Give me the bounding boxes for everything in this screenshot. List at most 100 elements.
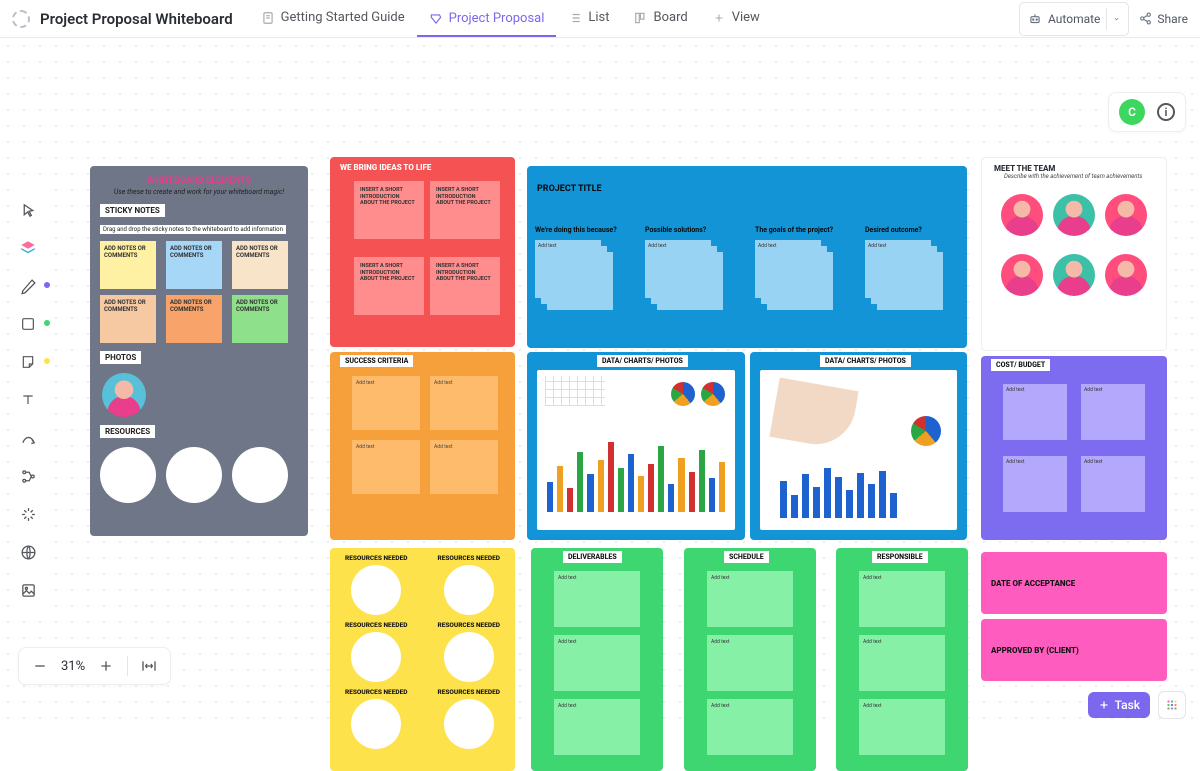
label: RESOURCES NEEDED bbox=[438, 621, 500, 629]
panel-cost-budget[interactable]: COST/ BUDGET Add text Add text Add text … bbox=[981, 356, 1167, 540]
sticky-note[interactable]: ADD NOTES OR COMMENTS bbox=[100, 295, 156, 343]
panel-success-criteria[interactable]: SUCCESS CRITERIA Add text Add text Add t… bbox=[330, 352, 515, 540]
panel-schedule[interactable]: SCHEDULE Add text Add text Add text bbox=[684, 548, 816, 771]
sticky-note[interactable]: Add text bbox=[352, 440, 420, 494]
panel-meet-team[interactable]: MEET THE TEAM Describe with the achievem… bbox=[981, 157, 1167, 351]
team-avatar[interactable] bbox=[1053, 254, 1095, 296]
panel-project-title[interactable]: PROJECT TITLE We're doing this because? … bbox=[527, 166, 967, 348]
panel-data-charts-1[interactable]: DATA/ CHARTS/ PHOTOS bbox=[527, 352, 745, 540]
relation-tool[interactable] bbox=[18, 466, 38, 486]
resource-circle[interactable] bbox=[351, 632, 401, 682]
tab-board[interactable]: Board bbox=[622, 1, 700, 37]
sticky-note[interactable]: Add text bbox=[707, 635, 793, 691]
tab-getting-started[interactable]: Getting Started Guide bbox=[249, 1, 417, 37]
new-task-button[interactable]: Task bbox=[1088, 692, 1150, 718]
panel-resources-needed[interactable]: RESOURCES NEEDED RESOURCES NEEDED RESOUR… bbox=[330, 548, 515, 771]
column-header: Desired outcome? bbox=[865, 226, 965, 234]
sticky-note[interactable]: Add text bbox=[859, 699, 945, 755]
apps-button[interactable] bbox=[1158, 691, 1186, 719]
zoom-out-button[interactable] bbox=[31, 657, 49, 675]
tab-list[interactable]: List bbox=[556, 1, 621, 37]
layers-tool[interactable] bbox=[18, 238, 38, 258]
panel-responsible[interactable]: RESPONSIBLE Add text Add text Add text bbox=[836, 548, 968, 771]
zoom-in-button[interactable] bbox=[97, 657, 115, 675]
sticky-note[interactable]: INSERT A SHORT INTRODUCTION ABOUT THE PR… bbox=[354, 257, 424, 315]
sticky-note[interactable]: INSERT A SHORT INTRODUCTION ABOUT THE PR… bbox=[354, 181, 424, 239]
panel-approved-by[interactable]: APPROVED BY (CLIENT) bbox=[981, 619, 1167, 681]
sticky-note[interactable]: Add text bbox=[1003, 456, 1067, 512]
sticky-note[interactable]: Add text bbox=[859, 571, 945, 627]
panel-date-acceptance[interactable]: DATE OF ACCEPTANCE bbox=[981, 552, 1167, 614]
team-avatar[interactable] bbox=[1001, 254, 1043, 296]
sticky-note[interactable]: Add text bbox=[554, 699, 640, 755]
image-tool[interactable] bbox=[18, 580, 38, 600]
sticky-note[interactable]: Add text bbox=[554, 635, 640, 691]
user-avatar[interactable]: C bbox=[1119, 99, 1145, 125]
panel-deliverables[interactable]: DELIVERABLES Add text Add text Add text bbox=[531, 548, 663, 771]
panel-title: MEET THE TEAM bbox=[982, 158, 1166, 173]
resource-circle[interactable] bbox=[351, 699, 401, 749]
info-icon[interactable]: i bbox=[1157, 103, 1175, 121]
share-button[interactable]: Share bbox=[1139, 12, 1188, 26]
pen-tool[interactable] bbox=[18, 276, 38, 296]
sticky-stack[interactable]: Add text bbox=[755, 240, 833, 312]
label: RESOURCES NEEDED bbox=[438, 554, 500, 562]
sticky-note[interactable]: ADD NOTES OR COMMENTS bbox=[166, 295, 222, 343]
panel-title: SCHEDULE bbox=[724, 551, 769, 563]
sticky-note[interactable]: Add text bbox=[707, 571, 793, 627]
bottom-right-actions: Task bbox=[1088, 691, 1186, 719]
resource-circle[interactable] bbox=[444, 565, 494, 615]
sticky-note[interactable]: Add text bbox=[707, 699, 793, 755]
panel-data-charts-2[interactable]: DATA/ CHARTS/ PHOTOS bbox=[750, 352, 967, 540]
chevron-down-icon[interactable] bbox=[1106, 8, 1120, 30]
sticky-note[interactable]: ADD NOTES OR COMMENTS bbox=[232, 241, 288, 289]
sticky-note[interactable]: Add text bbox=[430, 440, 498, 494]
sticky-note[interactable]: INSERT A SHORT INTRODUCTION ABOUT THE PR… bbox=[430, 257, 500, 315]
panel-ideas[interactable]: WE BRING IDEAS TO LIFE INSERT A SHORT IN… bbox=[330, 157, 515, 347]
resource-circle[interactable] bbox=[166, 447, 222, 503]
sticky-note[interactable]: Add text bbox=[1003, 384, 1067, 440]
text-tool[interactable] bbox=[18, 390, 38, 410]
whiteboard-canvas[interactable]: C i 31% Task WHITEBOARD ELEMENTS Use the… bbox=[0, 38, 1200, 733]
team-avatar[interactable] bbox=[1001, 194, 1043, 236]
fit-width-button[interactable] bbox=[140, 657, 158, 675]
sticky-note[interactable]: ADD NOTES OR COMMENTS bbox=[232, 295, 288, 343]
web-tool[interactable] bbox=[18, 542, 38, 562]
team-avatar[interactable] bbox=[1053, 194, 1095, 236]
sticky-note[interactable]: Add text bbox=[859, 635, 945, 691]
sticky-note[interactable]: Add text bbox=[1081, 456, 1145, 512]
sticky-note[interactable]: ADD NOTES OR COMMENTS bbox=[166, 241, 222, 289]
connector-tool[interactable] bbox=[18, 428, 38, 448]
resource-circle[interactable] bbox=[232, 447, 288, 503]
panel-whiteboard-elements[interactable]: WHITEBOARD ELEMENTS Use these to create … bbox=[90, 166, 308, 536]
sticky-note[interactable]: Add text bbox=[430, 376, 498, 430]
panel-title: WHITEBOARD ELEMENTS bbox=[90, 166, 308, 186]
doc-title: Project Proposal Whiteboard bbox=[40, 10, 233, 28]
sticky-stack[interactable]: Add text bbox=[645, 240, 723, 312]
resource-circle[interactable] bbox=[444, 699, 494, 749]
team-avatar[interactable] bbox=[1105, 194, 1147, 236]
sticky-stack[interactable]: Add text bbox=[865, 240, 943, 312]
section-label: RESOURCES bbox=[100, 425, 155, 438]
sticky-note[interactable]: Add text bbox=[352, 376, 420, 430]
resource-circle[interactable] bbox=[100, 447, 156, 503]
sticky-stack[interactable]: Add text bbox=[535, 240, 613, 312]
sticky-tool[interactable] bbox=[18, 352, 38, 372]
ai-tool[interactable] bbox=[18, 504, 38, 524]
tab-add-view[interactable]: View bbox=[700, 1, 772, 37]
cursor-tool[interactable] bbox=[18, 200, 38, 220]
automate-button[interactable]: Automate bbox=[1019, 2, 1129, 36]
chart-image bbox=[760, 370, 957, 530]
sticky-note[interactable]: Add text bbox=[1081, 384, 1145, 440]
resource-circle[interactable] bbox=[444, 632, 494, 682]
avatar-placeholder[interactable] bbox=[102, 373, 146, 417]
team-avatar[interactable] bbox=[1105, 254, 1147, 296]
sticky-note[interactable]: Add text bbox=[554, 571, 640, 627]
sticky-note[interactable]: INSERT A SHORT INTRODUCTION ABOUT THE PR… bbox=[430, 181, 500, 239]
task-label: Task bbox=[1115, 698, 1140, 712]
tab-project-proposal[interactable]: Project Proposal bbox=[417, 1, 557, 37]
doc-icon bbox=[12, 10, 30, 28]
sticky-note[interactable]: ADD NOTES OR COMMENTS bbox=[100, 241, 156, 289]
resource-circle[interactable] bbox=[351, 565, 401, 615]
shape-tool[interactable] bbox=[18, 314, 38, 334]
